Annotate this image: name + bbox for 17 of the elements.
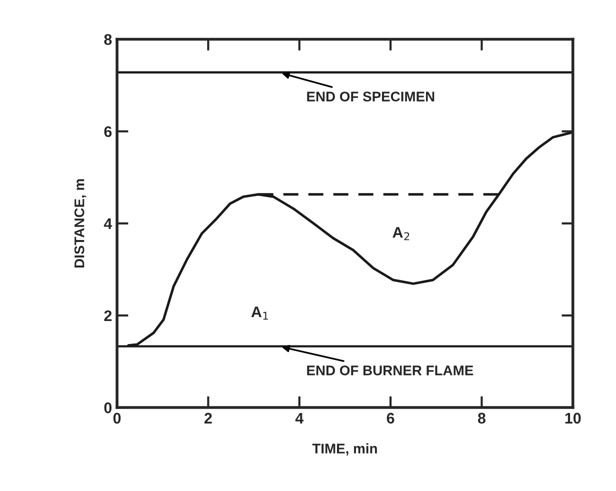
ref-line-label: END OF BURNER FLAME <box>307 366 474 376</box>
x-tick-label: 6 <box>386 412 394 424</box>
ref-line-label: END OF SPECIMEN <box>307 92 434 102</box>
annotation: A$_{2}$ <box>392 227 410 240</box>
y-tick-label: 8 <box>104 34 112 45</box>
y-tick-label: 0 <box>104 402 112 414</box>
y-tick-label: 2 <box>104 310 112 322</box>
x-axis-title: TIME, min <box>312 443 377 456</box>
y-axis-title: DISTANCE, m <box>74 179 86 268</box>
y-tick-label: 4 <box>104 218 112 229</box>
x-tick-label: 10 <box>565 412 581 424</box>
y-tick-label: 6 <box>104 126 112 138</box>
x-tick-label: 4 <box>295 412 304 424</box>
x-tick-label: 2 <box>204 412 212 424</box>
annotation: A$_{1}$ <box>251 306 268 320</box>
x-tick-label: 0 <box>113 412 121 424</box>
x-tick-label: 8 <box>478 412 486 424</box>
